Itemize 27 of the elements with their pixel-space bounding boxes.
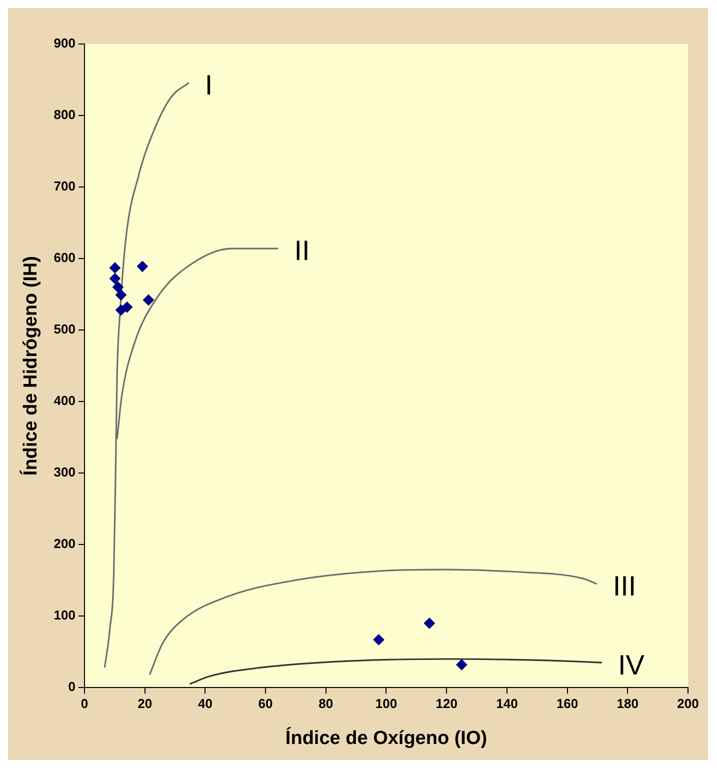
y-axis-title: Índice de Hidrógeno (IH) — [20, 256, 42, 476]
x-tick-label: 160 — [556, 696, 578, 711]
y-tick-label: 900 — [54, 36, 76, 51]
y-tick-label: 100 — [54, 608, 76, 623]
y-tick-label: 400 — [54, 393, 76, 408]
series-label: I — [204, 69, 213, 100]
x-axis-title: Índice de Oxígeno (IO) — [285, 726, 488, 749]
series-label: III — [612, 570, 636, 602]
x-tick-label: 200 — [677, 696, 699, 711]
y-tick-label: 300 — [54, 464, 76, 480]
y-tick-label: 800 — [54, 107, 76, 122]
x-tick-label: 80 — [318, 696, 334, 711]
series-label: IV — [618, 649, 645, 680]
x-tick-label: 140 — [496, 696, 518, 711]
x-tick-label: 0 — [80, 696, 88, 711]
y-tick-label: 0 — [68, 679, 76, 694]
x-tick-label: 20 — [138, 696, 152, 711]
y-tick-label: 600 — [54, 250, 76, 266]
x-tick-label: 60 — [258, 696, 273, 711]
x-tick-label: 180 — [616, 696, 638, 711]
x-tick-label: 120 — [436, 696, 458, 711]
x-tick-label: 40 — [198, 696, 212, 711]
y-tick-label: 700 — [54, 178, 76, 194]
x-tick-label: 100 — [375, 696, 398, 711]
y-tick-label: 200 — [54, 536, 76, 552]
series-label: II — [294, 235, 310, 266]
y-tick-label: 500 — [54, 322, 76, 337]
